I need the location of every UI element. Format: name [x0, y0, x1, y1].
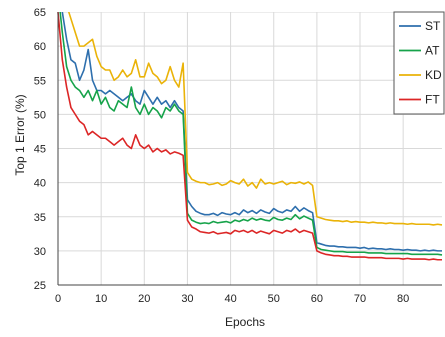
series-line-kd [64, 0, 443, 226]
series-lines [57, 0, 443, 261]
y-tick-label: 50 [34, 109, 46, 121]
axes [57, 12, 442, 286]
y-tick-label: 25 [34, 280, 46, 292]
y-tick-label: 35 [34, 212, 46, 224]
series-line-st [58, 0, 442, 252]
series-line-at [58, 0, 443, 256]
y-tick-label: 60 [34, 41, 46, 53]
x-tick-label: 0 [55, 293, 61, 305]
y-tick-label: 40 [34, 178, 46, 190]
y-tick-label: 45 [34, 144, 46, 156]
legend-label-st: ST [425, 19, 441, 33]
legend-box [393, 11, 445, 115]
x-tick-label: 20 [138, 293, 150, 305]
x-tick-label: 80 [397, 293, 409, 305]
y-tick-label: 65 [34, 7, 46, 19]
x-tick-label: 30 [181, 293, 193, 305]
y-axis-title: Top 1 Error (%) [13, 94, 27, 175]
x-tick-label: 60 [311, 293, 323, 305]
x-tick-label: 40 [224, 293, 236, 305]
y-tick-label: 30 [34, 246, 46, 258]
grid-lines [57, 11, 442, 286]
x-tick-label: 50 [268, 293, 280, 305]
legend-label-at: AT [425, 44, 440, 58]
tick-labels: 25 30 35 40 45 50 55 60 65 0 10 20 30 40 50 60 70 80 [34, 7, 410, 305]
legend: ST AT KD FT [393, 11, 445, 115]
series-line-ft [57, 11, 442, 261]
x-tick-label: 10 [95, 293, 107, 305]
x-axis-title: Epochs [225, 315, 265, 329]
plot-top-mask [57, 0, 443, 12]
legend-label-ft: FT [425, 93, 440, 107]
legend-label-kd: KD [425, 68, 442, 82]
y-tick-label: 55 [34, 75, 46, 87]
x-tick-label: 70 [354, 293, 366, 305]
